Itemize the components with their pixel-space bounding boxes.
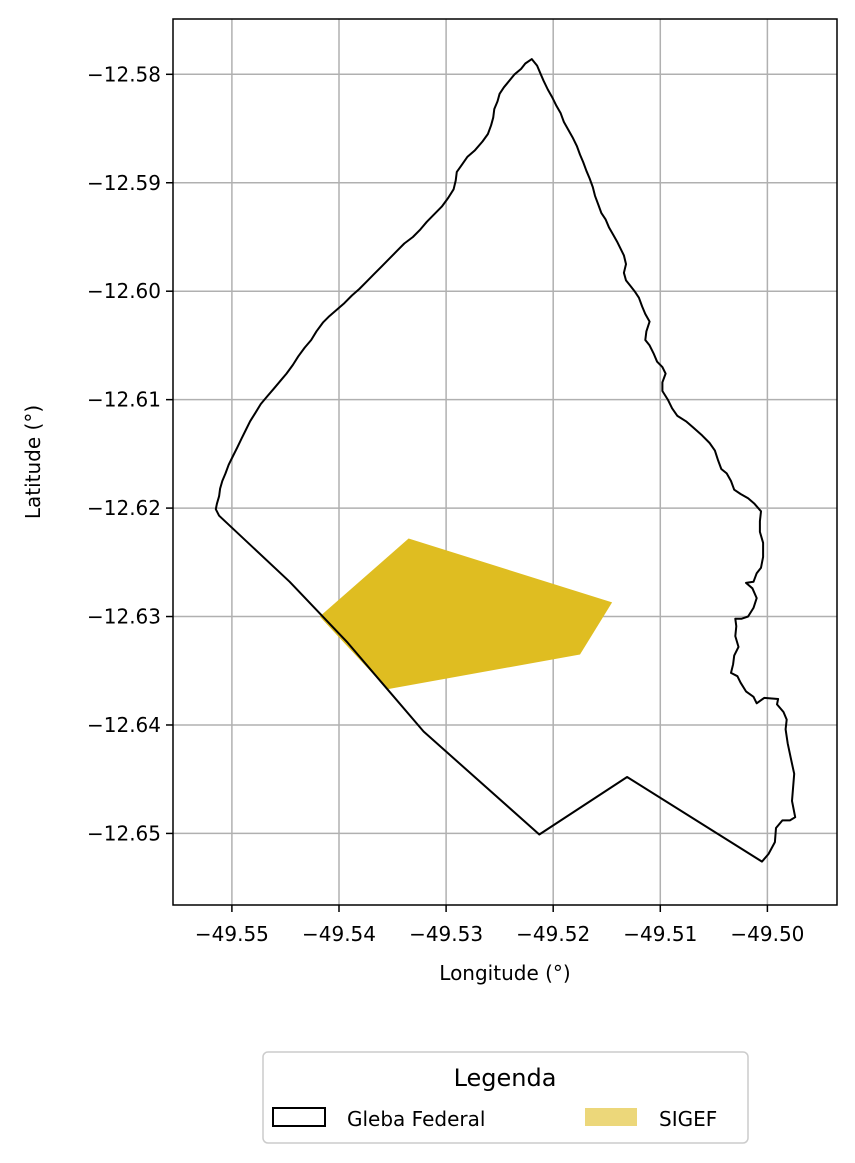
y-tick-label: −12.60 — [87, 279, 161, 303]
legend-swatch-sigef — [585, 1108, 637, 1126]
x-tick-label: −49.55 — [195, 922, 269, 946]
plot-frame — [172, 18, 838, 906]
y-tick-label: −12.62 — [87, 496, 161, 520]
legend-label-gleba-federal: Gleba Federal — [347, 1107, 485, 1131]
y-tick-label: −12.65 — [87, 821, 161, 845]
y-tick-label: −12.58 — [87, 62, 161, 86]
x-tick-label: −49.53 — [409, 922, 483, 946]
y-tick-label: −12.61 — [87, 388, 161, 412]
x-tick-label: −49.50 — [730, 922, 804, 946]
legend: Legenda Gleba Federal SIGEF — [262, 1051, 749, 1144]
y-axis-label: Latitude (°) — [21, 405, 45, 519]
legend-label-sigef: SIGEF — [659, 1107, 717, 1131]
y-tick-label: −12.59 — [87, 171, 161, 195]
y-tick-label: −12.63 — [87, 605, 161, 629]
y-tick-label: −12.64 — [87, 713, 161, 737]
x-tick-label: −49.51 — [623, 922, 697, 946]
x-tick-label: −49.54 — [302, 922, 376, 946]
x-axis-ticks: −49.55 −49.54 −49.53 −49.52 −49.51 −49.50 — [195, 905, 804, 946]
sigef-polygon — [319, 538, 613, 690]
x-axis-label: Longitude (°) — [439, 961, 570, 985]
legend-title: Legenda — [454, 1064, 557, 1092]
gleba-federal-outline — [214, 58, 797, 863]
legend-swatch-gleba-federal — [272, 1107, 326, 1127]
grid-lines — [173, 19, 837, 905]
y-axis-ticks: −12.58 −12.59 −12.60 −12.61 −12.62 −12.63 −12.… — [87, 62, 173, 845]
x-tick-label: −49.52 — [516, 922, 590, 946]
